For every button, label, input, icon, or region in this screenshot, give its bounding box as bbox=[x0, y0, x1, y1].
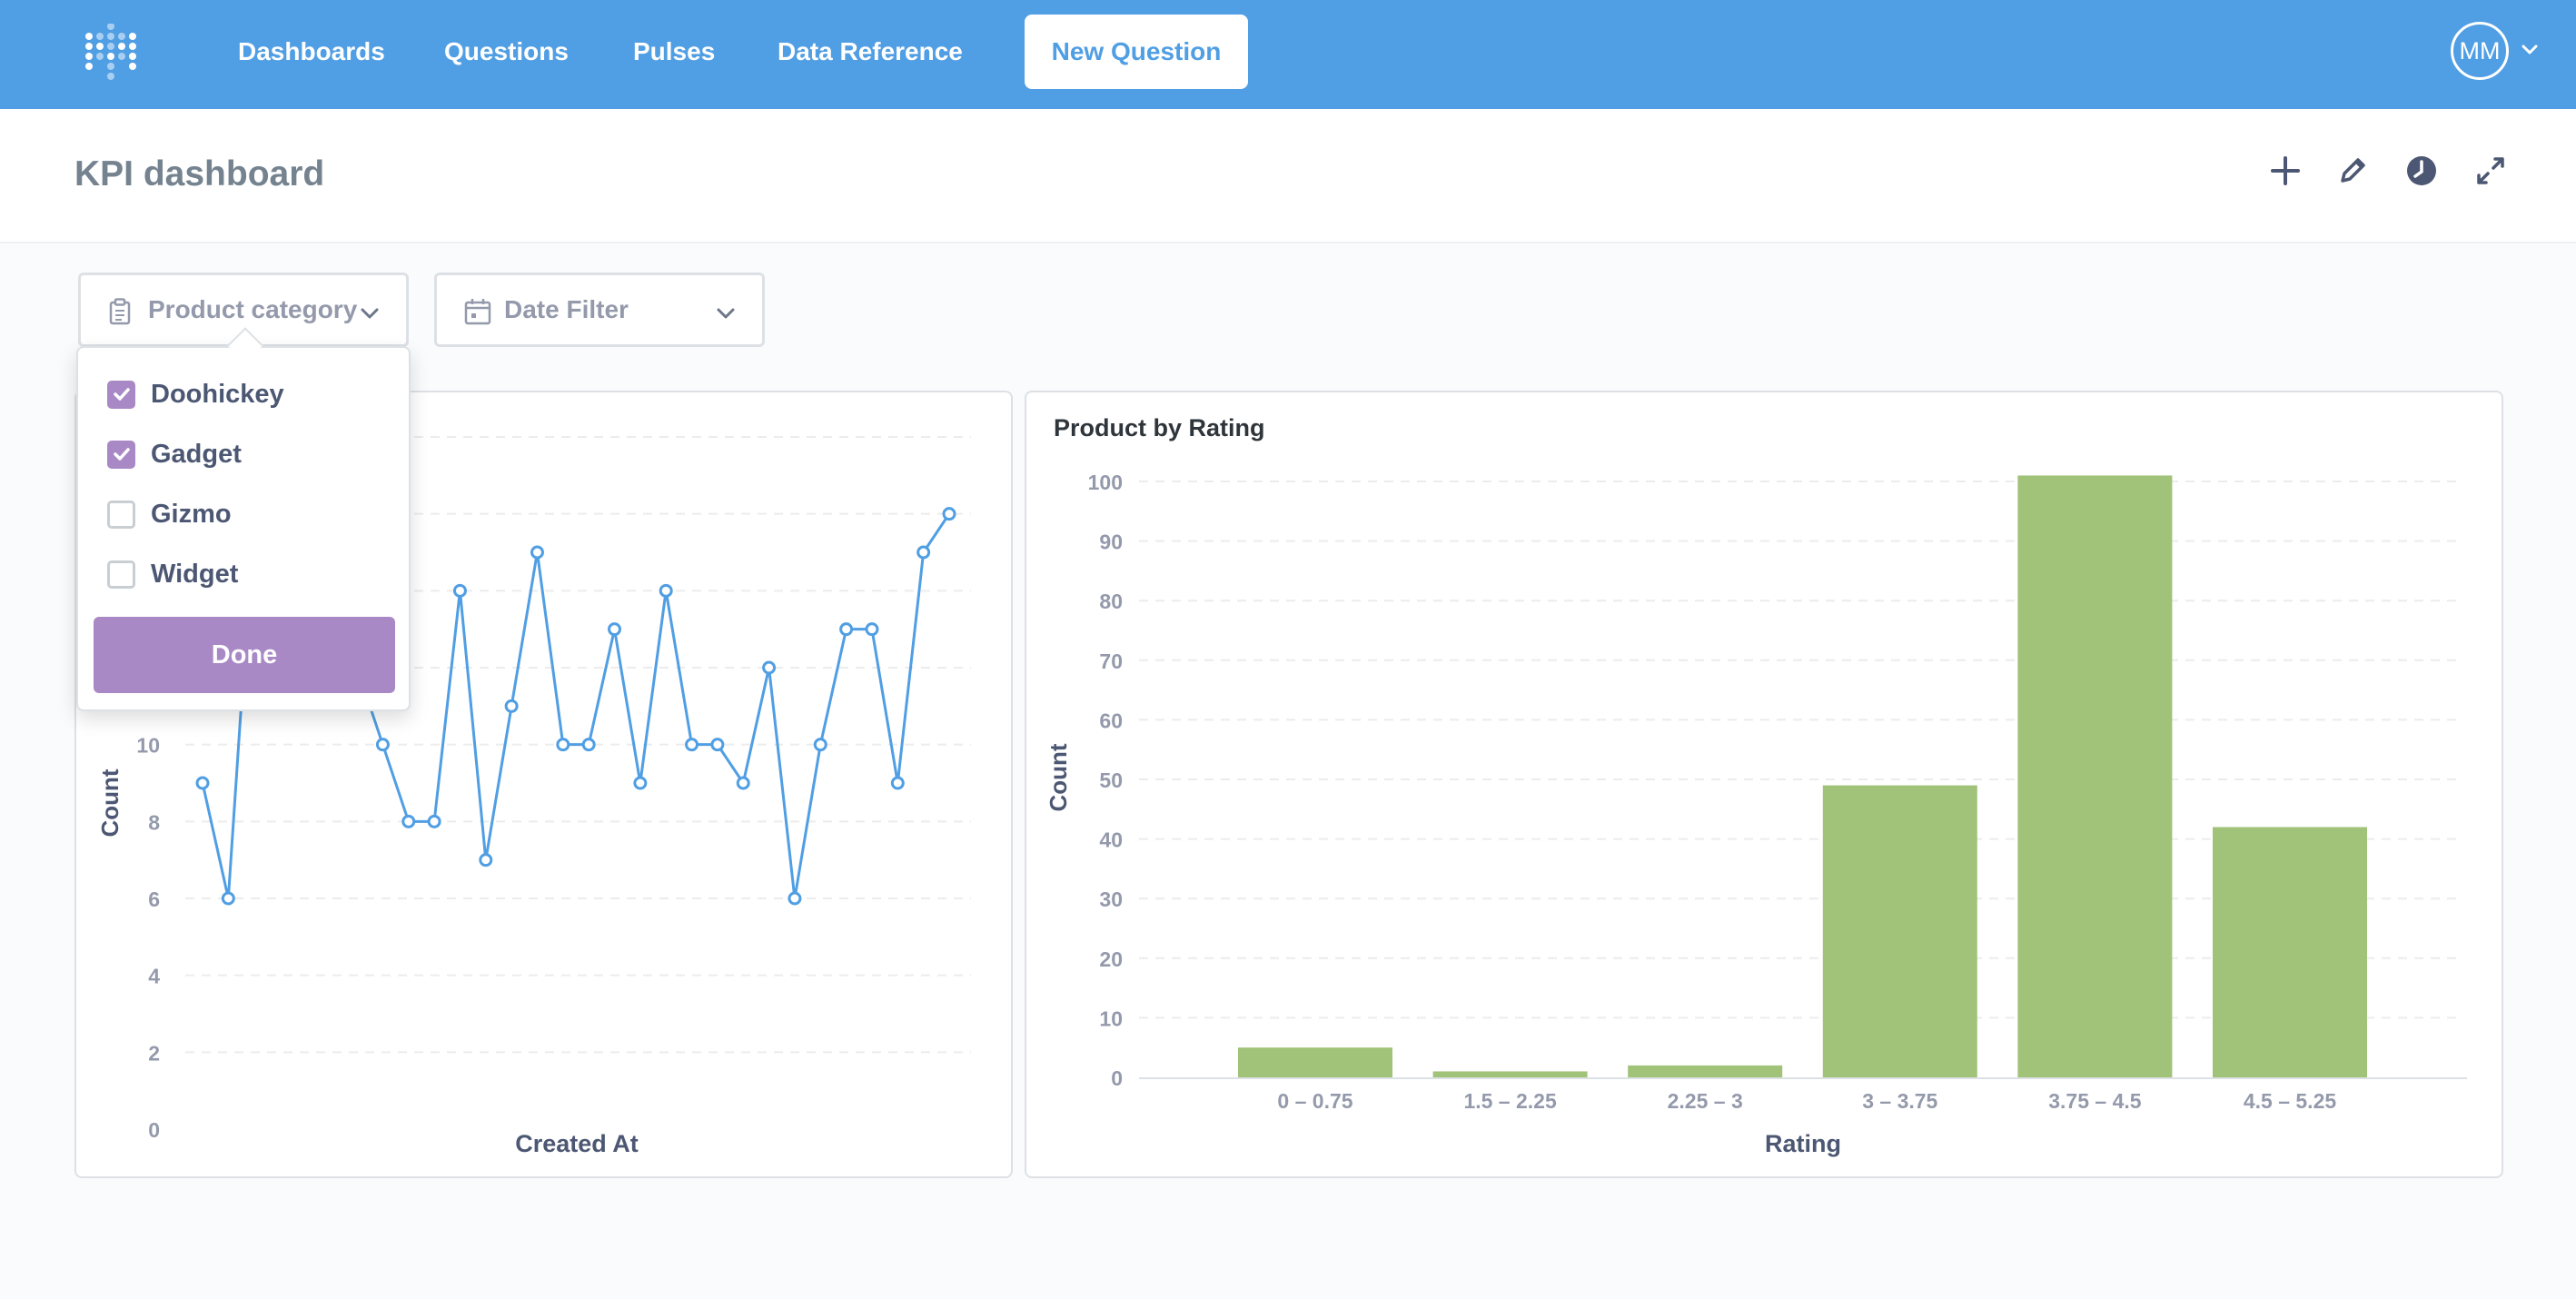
check-icon bbox=[113, 448, 130, 461]
y-tick-label: 60 bbox=[1099, 709, 1123, 732]
data-point bbox=[916, 545, 931, 560]
checkbox[interactable] bbox=[107, 560, 135, 589]
chevron-down-icon[interactable] bbox=[2520, 40, 2540, 60]
data-point bbox=[401, 814, 416, 828]
category-popover: Doohickey Gadget Gizmo Widget Done bbox=[76, 346, 411, 711]
category-icon bbox=[109, 298, 131, 325]
x-tick-label: 1.5 – 2.25 bbox=[1463, 1089, 1557, 1113]
data-point bbox=[452, 583, 467, 598]
bar bbox=[1238, 1047, 1392, 1077]
data-point bbox=[813, 738, 827, 752]
y-tick-label: 8 bbox=[148, 810, 160, 834]
user-avatar[interactable]: MM bbox=[2451, 22, 2509, 80]
data-point bbox=[788, 891, 802, 906]
check-icon bbox=[113, 388, 130, 401]
option-gizmo[interactable]: Gizmo bbox=[107, 496, 232, 532]
data-point bbox=[427, 814, 441, 828]
bar bbox=[2213, 827, 2367, 1077]
data-point bbox=[685, 738, 699, 752]
data-point bbox=[633, 776, 648, 790]
y-tick-label: 20 bbox=[1099, 947, 1123, 971]
y-tick-label: 4 bbox=[148, 965, 160, 988]
option-doohickey[interactable]: Doohickey bbox=[107, 376, 284, 412]
data-point bbox=[375, 738, 390, 752]
chevron-down-icon bbox=[717, 308, 735, 319]
checkbox[interactable] bbox=[107, 440, 135, 469]
pencil-icon[interactable] bbox=[2334, 153, 2371, 189]
page-title: KPI dashboard bbox=[74, 154, 325, 193]
checkbox[interactable] bbox=[107, 500, 135, 529]
y-tick-label: 2 bbox=[148, 1041, 160, 1065]
option-label: Doohickey bbox=[151, 379, 284, 409]
product-category-filter-label: Product category bbox=[148, 295, 358, 323]
data-point bbox=[608, 622, 622, 637]
new-question-button[interactable]: New Question bbox=[1025, 15, 1248, 89]
x-axis-label: Rating bbox=[1765, 1130, 1841, 1157]
option-widget[interactable]: Widget bbox=[107, 556, 238, 592]
bar bbox=[1628, 1065, 1783, 1077]
data-point bbox=[942, 507, 956, 521]
y-tick-label: 40 bbox=[1099, 828, 1123, 852]
data-point bbox=[839, 622, 854, 637]
option-label: Gizmo bbox=[151, 499, 232, 529]
data-point bbox=[762, 660, 777, 675]
y-tick-label: 10 bbox=[1099, 1006, 1123, 1030]
data-point bbox=[581, 738, 596, 752]
history-icon[interactable] bbox=[2403, 153, 2440, 189]
data-point bbox=[195, 776, 210, 790]
y-tick-label: 0 bbox=[1111, 1066, 1123, 1090]
product-by-rating-card[interactable]: Product by Rating 0 10 20 30 40 50 60 70 80 90 100… bbox=[1025, 391, 2503, 1178]
x-axis-label: Created At bbox=[515, 1130, 639, 1157]
date-filter-label: Date Filter bbox=[504, 295, 629, 323]
data-point bbox=[504, 699, 519, 713]
y-tick-label: 100 bbox=[1088, 471, 1123, 494]
data-point bbox=[659, 583, 673, 598]
metabase-logo-icon[interactable] bbox=[84, 24, 138, 80]
option-gadget[interactable]: Gadget bbox=[107, 436, 242, 472]
option-label: Widget bbox=[151, 559, 239, 589]
nav-pulses[interactable]: Pulses bbox=[633, 37, 716, 65]
data-point bbox=[556, 738, 570, 752]
nav-dashboards[interactable]: Dashboards bbox=[238, 37, 385, 65]
y-tick-label: 70 bbox=[1099, 650, 1123, 673]
top-nav: Dashboards Questions Pulses Data Referen… bbox=[0, 0, 2576, 109]
y-tick-label: 90 bbox=[1099, 531, 1123, 554]
bar bbox=[1432, 1071, 1588, 1077]
y-tick-label: 10 bbox=[136, 734, 160, 758]
y-tick-label: 50 bbox=[1099, 768, 1123, 792]
x-tick-label: 3.75 – 4.5 bbox=[2048, 1089, 2142, 1113]
data-point bbox=[710, 738, 725, 752]
bar bbox=[2017, 475, 2173, 1077]
data-point bbox=[221, 891, 235, 906]
x-tick-label: 3 – 3.75 bbox=[1862, 1089, 1937, 1113]
x-tick-label: 0 – 0.75 bbox=[1277, 1089, 1352, 1113]
fullscreen-icon[interactable] bbox=[2472, 153, 2509, 189]
y-tick-label: 80 bbox=[1099, 590, 1123, 613]
x-tick-label: 4.5 – 5.25 bbox=[2244, 1089, 2337, 1113]
data-point bbox=[479, 853, 493, 868]
data-point bbox=[865, 622, 879, 637]
bar bbox=[1822, 785, 1977, 1077]
y-axis-label: Count bbox=[96, 768, 124, 837]
y-tick-label: 0 bbox=[148, 1118, 160, 1142]
done-button[interactable]: Done bbox=[94, 617, 395, 693]
card-title[interactable]: Product by Rating bbox=[1054, 414, 1265, 441]
calendar-icon bbox=[464, 299, 491, 325]
data-point bbox=[736, 776, 750, 790]
date-filter[interactable]: Date Filter bbox=[434, 273, 765, 347]
dashboard-header: KPI dashboard bbox=[0, 109, 2576, 243]
data-point bbox=[530, 545, 544, 560]
y-tick-label: 30 bbox=[1099, 887, 1123, 911]
nav-questions[interactable]: Questions bbox=[444, 37, 569, 65]
y-axis-label: Count bbox=[1045, 743, 1072, 811]
nav-data-reference[interactable]: Data Reference bbox=[778, 37, 963, 65]
x-tick-label: 2.25 – 3 bbox=[1668, 1089, 1743, 1113]
bar-chart: 0 10 20 30 40 50 60 70 80 90 100 Count Rating 0 – 0.7… bbox=[1045, 471, 2467, 1157]
chevron-down-icon bbox=[361, 308, 379, 319]
y-tick-label: 6 bbox=[148, 887, 160, 911]
add-icon[interactable] bbox=[2267, 153, 2304, 189]
data-point bbox=[890, 776, 905, 790]
option-label: Gadget bbox=[151, 439, 242, 469]
checkbox[interactable] bbox=[107, 380, 135, 409]
